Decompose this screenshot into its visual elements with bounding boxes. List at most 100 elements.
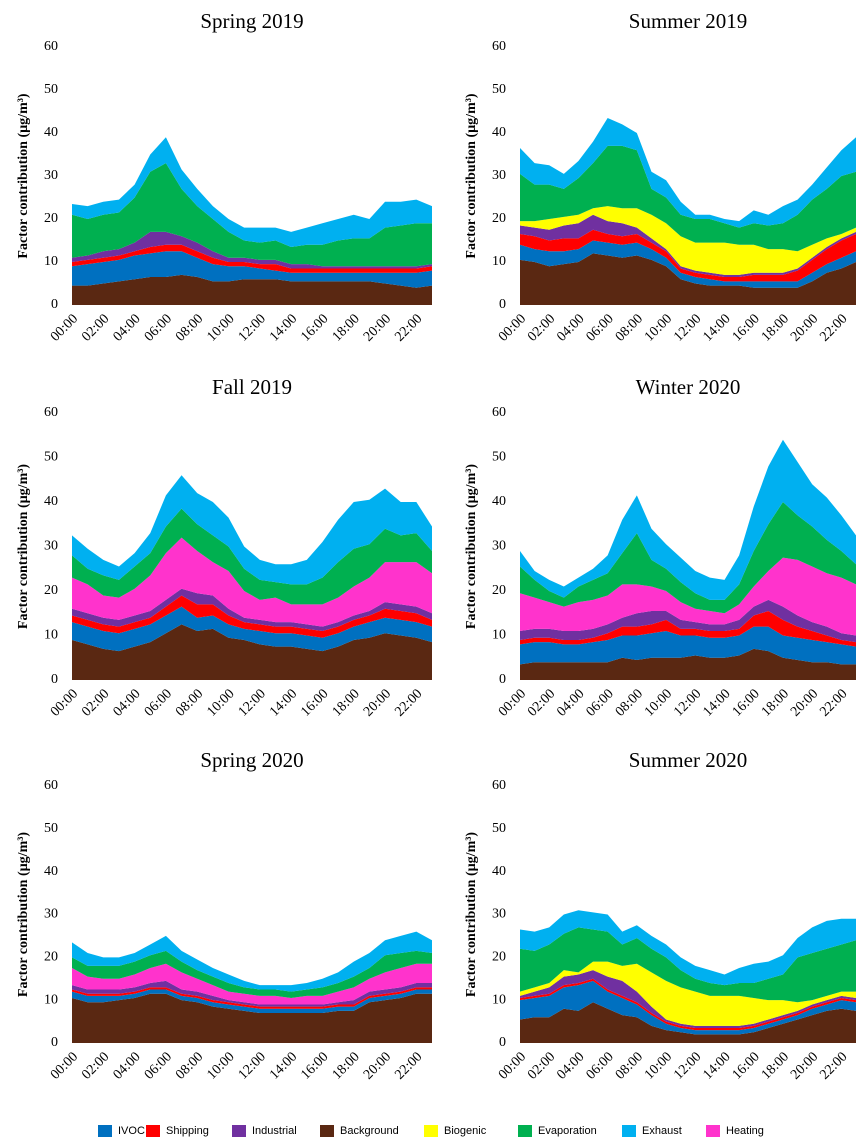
y-tick-label: 50 xyxy=(492,821,506,836)
x-tick-label: 06:00 xyxy=(584,1049,617,1082)
area-5 xyxy=(72,163,432,267)
y-tick-label: 60 xyxy=(492,39,506,54)
area-1 xyxy=(72,595,432,638)
x-tick-label: 08:00 xyxy=(613,686,646,719)
legend-swatch xyxy=(706,1125,720,1137)
x-tick-label: 04:00 xyxy=(554,311,587,344)
legend-swatch xyxy=(146,1125,160,1137)
panel: Summer 2019 Factor contribution (µg/m³) 0 1… xyxy=(464,9,856,345)
x-tick-label: 00:00 xyxy=(48,686,81,719)
x-tick-label: 06:00 xyxy=(142,686,175,719)
x-tick-label: 22:00 xyxy=(817,311,850,344)
legend-swatch xyxy=(518,1125,532,1137)
y-tick-label: 0 xyxy=(51,1035,58,1050)
x-tick-label: 04:00 xyxy=(554,686,587,719)
x-tick-label: 10:00 xyxy=(642,311,675,344)
area-3 xyxy=(520,1002,856,1043)
y-tick-label: 0 xyxy=(499,297,506,312)
y-tick-label: 40 xyxy=(492,125,506,140)
y-tick-label: 20 xyxy=(492,950,506,965)
area-0 xyxy=(72,251,432,288)
x-tick-label: 00:00 xyxy=(48,311,81,344)
legend-label: Shipping xyxy=(166,1125,209,1137)
panel: Summer 2020 Factor contribution (µg/m³) 0 1… xyxy=(464,748,856,1083)
x-tick-label: 10:00 xyxy=(642,686,675,719)
y-tick-label: 60 xyxy=(492,778,506,793)
y-tick-label: 10 xyxy=(44,628,58,643)
x-tick-label: 16:00 xyxy=(730,311,763,344)
x-tick-label: 22:00 xyxy=(817,1049,850,1082)
area-1 xyxy=(72,244,432,273)
legend: IVOC Shipping Industrial Background Biogenic… xyxy=(98,1125,764,1137)
area-3 xyxy=(72,274,432,305)
area-6 xyxy=(72,137,432,247)
legend-label: Industrial xyxy=(252,1125,297,1137)
x-tick-label: 06:00 xyxy=(584,311,617,344)
x-tick-label: 08:00 xyxy=(173,311,206,344)
y-tick-label: 50 xyxy=(492,82,506,97)
x-tick-label: 14:00 xyxy=(700,686,733,719)
y-tick-label: 10 xyxy=(492,992,506,1007)
panel: Spring 2019 Factor contribution (µg/m³) 0 1… xyxy=(16,9,432,345)
y-tick-label: 20 xyxy=(44,950,58,965)
x-tick-label: 18:00 xyxy=(759,686,792,719)
x-tick-label: 12:00 xyxy=(236,1049,269,1082)
x-tick-label: 20:00 xyxy=(788,1049,821,1082)
area-0 xyxy=(520,626,856,665)
legend-label: Background xyxy=(340,1125,399,1137)
x-tick-label: 18:00 xyxy=(330,311,363,344)
legend-label: Biogenic xyxy=(444,1125,487,1137)
x-tick-label: 16:00 xyxy=(730,1049,763,1082)
area-4 xyxy=(520,206,856,275)
y-tick-label: 0 xyxy=(499,1035,506,1050)
area-3 xyxy=(520,648,856,680)
y-tick-label: 10 xyxy=(44,992,58,1007)
y-tick-label: 50 xyxy=(44,450,58,465)
x-tick-label: 22:00 xyxy=(817,686,850,719)
legend-swatch xyxy=(232,1125,246,1137)
x-tick-label: 14:00 xyxy=(267,686,300,719)
x-tick-label: 14:00 xyxy=(700,311,733,344)
legend-label: Heating xyxy=(726,1125,764,1137)
area-3 xyxy=(72,624,432,680)
x-tick-label: 10:00 xyxy=(642,1049,675,1082)
x-tick-label: 20:00 xyxy=(788,311,821,344)
panel: Winter 2020 Factor contribution (µg/m³) 0 1… xyxy=(464,375,856,720)
y-axis-label: Factor contribution (µg/m³) xyxy=(16,464,31,630)
y-axis-label: Factor contribution (µg/m³) xyxy=(16,832,31,998)
y-tick-label: 10 xyxy=(492,254,506,269)
panel-title: Summer 2019 xyxy=(629,9,747,33)
area-2 xyxy=(520,214,856,278)
x-tick-label: 20:00 xyxy=(361,1049,394,1082)
panel: Fall 2019 Factor contribution (µg/m³) 0 10 2… xyxy=(16,375,432,720)
x-tick-label: 04:00 xyxy=(111,686,144,719)
legend-swatch xyxy=(320,1125,334,1137)
y-tick-label: 10 xyxy=(492,628,506,643)
y-tick-label: 40 xyxy=(492,864,506,879)
x-tick-label: 12:00 xyxy=(671,686,704,719)
area-0 xyxy=(72,606,432,652)
x-tick-label: 02:00 xyxy=(79,311,112,344)
x-tick-label: 08:00 xyxy=(613,311,646,344)
y-tick-label: 60 xyxy=(44,39,58,54)
x-tick-label: 02:00 xyxy=(525,1049,558,1082)
x-tick-label: 14:00 xyxy=(700,1049,733,1082)
x-tick-label: 20:00 xyxy=(361,686,394,719)
panel-title: Fall 2019 xyxy=(212,375,292,399)
area-2 xyxy=(520,599,856,643)
y-tick-label: 30 xyxy=(492,907,506,922)
panel-title: Spring 2019 xyxy=(200,9,303,33)
y-tick-label: 60 xyxy=(492,405,506,420)
y-tick-label: 30 xyxy=(44,907,58,922)
x-tick-label: 12:00 xyxy=(236,311,269,344)
y-axis-label: Factor contribution (µg/m³) xyxy=(464,832,479,998)
x-tick-label: 20:00 xyxy=(788,686,821,719)
x-tick-label: 10:00 xyxy=(204,311,237,344)
x-tick-label: 20:00 xyxy=(361,311,394,344)
y-axis-label: Factor contribution (µg/m³) xyxy=(464,93,479,259)
area-2 xyxy=(72,980,432,1007)
area-2 xyxy=(72,231,432,269)
x-tick-label: 18:00 xyxy=(330,1049,363,1082)
area-5 xyxy=(520,502,856,614)
y-tick-label: 20 xyxy=(44,211,58,226)
